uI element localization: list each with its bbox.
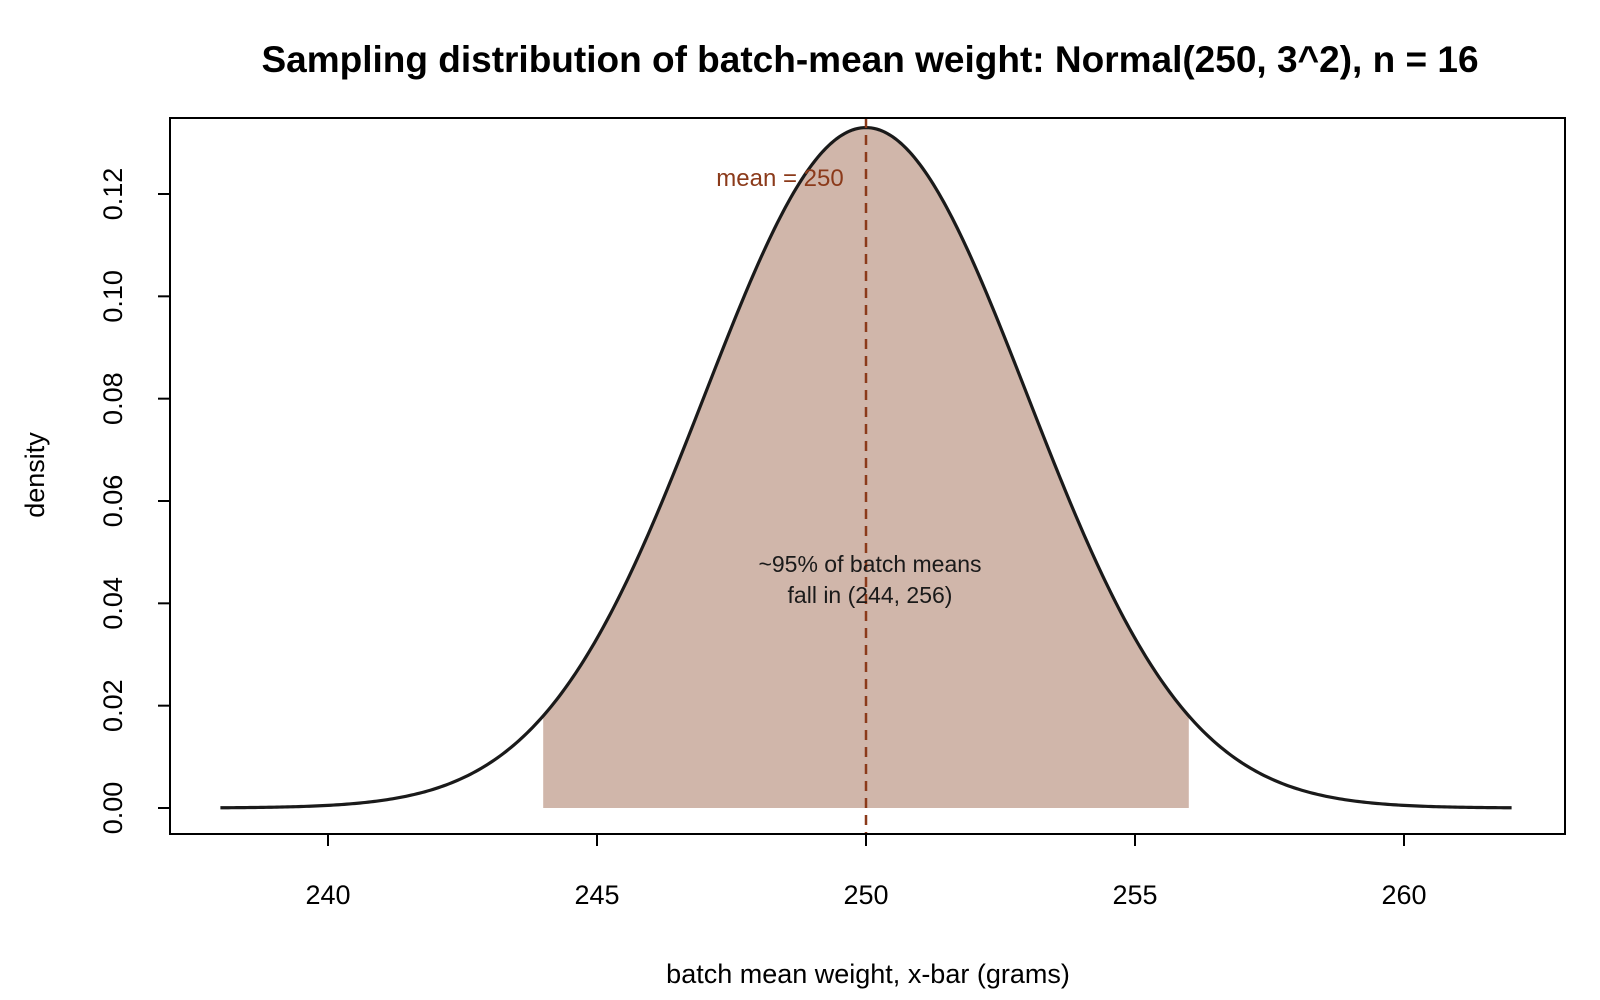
- y-tick-label: 0.12: [98, 168, 128, 221]
- x-tick-label: 240: [305, 880, 350, 910]
- y-axis-label: density: [20, 432, 50, 518]
- x-tick-label: 255: [1112, 880, 1157, 910]
- chart-title: Sampling distribution of batch-mean weig…: [261, 39, 1478, 80]
- x-tick-label: 250: [843, 880, 888, 910]
- axes: 240 245 250 255 260 0.00 0.02 0.04 0.06 0.08 0.10 0…: [98, 168, 1427, 910]
- y-tick-label: 0.02: [98, 679, 128, 732]
- mean-annotation: mean = 250: [716, 165, 843, 192]
- y-tick-label: 0.00: [98, 782, 128, 835]
- plot-area: [220, 118, 1512, 834]
- y-tick-label: 0.10: [98, 270, 128, 323]
- x-tick-label: 245: [574, 880, 619, 910]
- y-tick-label: 0.06: [98, 475, 128, 528]
- x-axis-label: batch mean weight, x-bar (grams): [666, 959, 1070, 989]
- x-tick-label: 260: [1381, 880, 1426, 910]
- plot-frame: [169, 117, 1566, 835]
- y-tick-label: 0.04: [98, 577, 128, 630]
- y-tick-label: 0.08: [98, 372, 128, 425]
- interval-annotation-line-1: ~95% of batch means: [758, 551, 981, 577]
- interval-annotation-line-2: fall in (244, 256): [788, 582, 953, 608]
